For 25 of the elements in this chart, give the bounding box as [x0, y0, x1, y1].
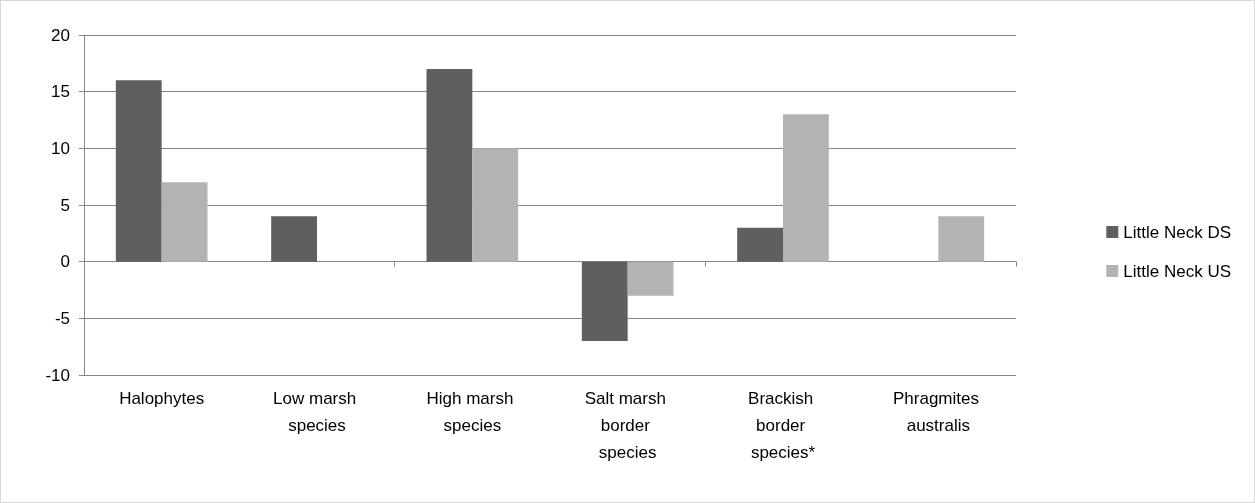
- x-tick-label: Brackish border species*: [748, 389, 818, 462]
- bar: [783, 114, 829, 262]
- legend-label: Little Neck DS: [1123, 222, 1231, 242]
- x-tick-label: Salt marsh border species: [584, 389, 671, 462]
- bar: [426, 69, 473, 262]
- bar: [271, 216, 317, 262]
- x-tick-label: Phragmites australis: [892, 389, 984, 435]
- x-tick-label: High marsh species: [426, 389, 519, 435]
- bar: [737, 227, 783, 262]
- bar: [581, 261, 628, 341]
- y-tick-label: 15: [51, 82, 70, 102]
- x-tick-label: Low marsh species: [273, 389, 361, 435]
- y-tick-label: 0: [60, 252, 70, 272]
- legend-label: Little Neck US: [1123, 261, 1231, 281]
- bar: [627, 261, 674, 296]
- bar: [115, 80, 162, 262]
- y-tick-label: -10: [45, 365, 70, 385]
- y-tick-label: 10: [51, 138, 70, 158]
- y-tick-label: -5: [54, 308, 70, 328]
- y-tick-label: 5: [60, 195, 70, 215]
- y-tick-label: 20: [51, 25, 70, 45]
- bar: [472, 148, 519, 262]
- x-tick-label: Halophytes: [119, 389, 205, 408]
- bar: [161, 182, 208, 262]
- bar: [938, 216, 985, 262]
